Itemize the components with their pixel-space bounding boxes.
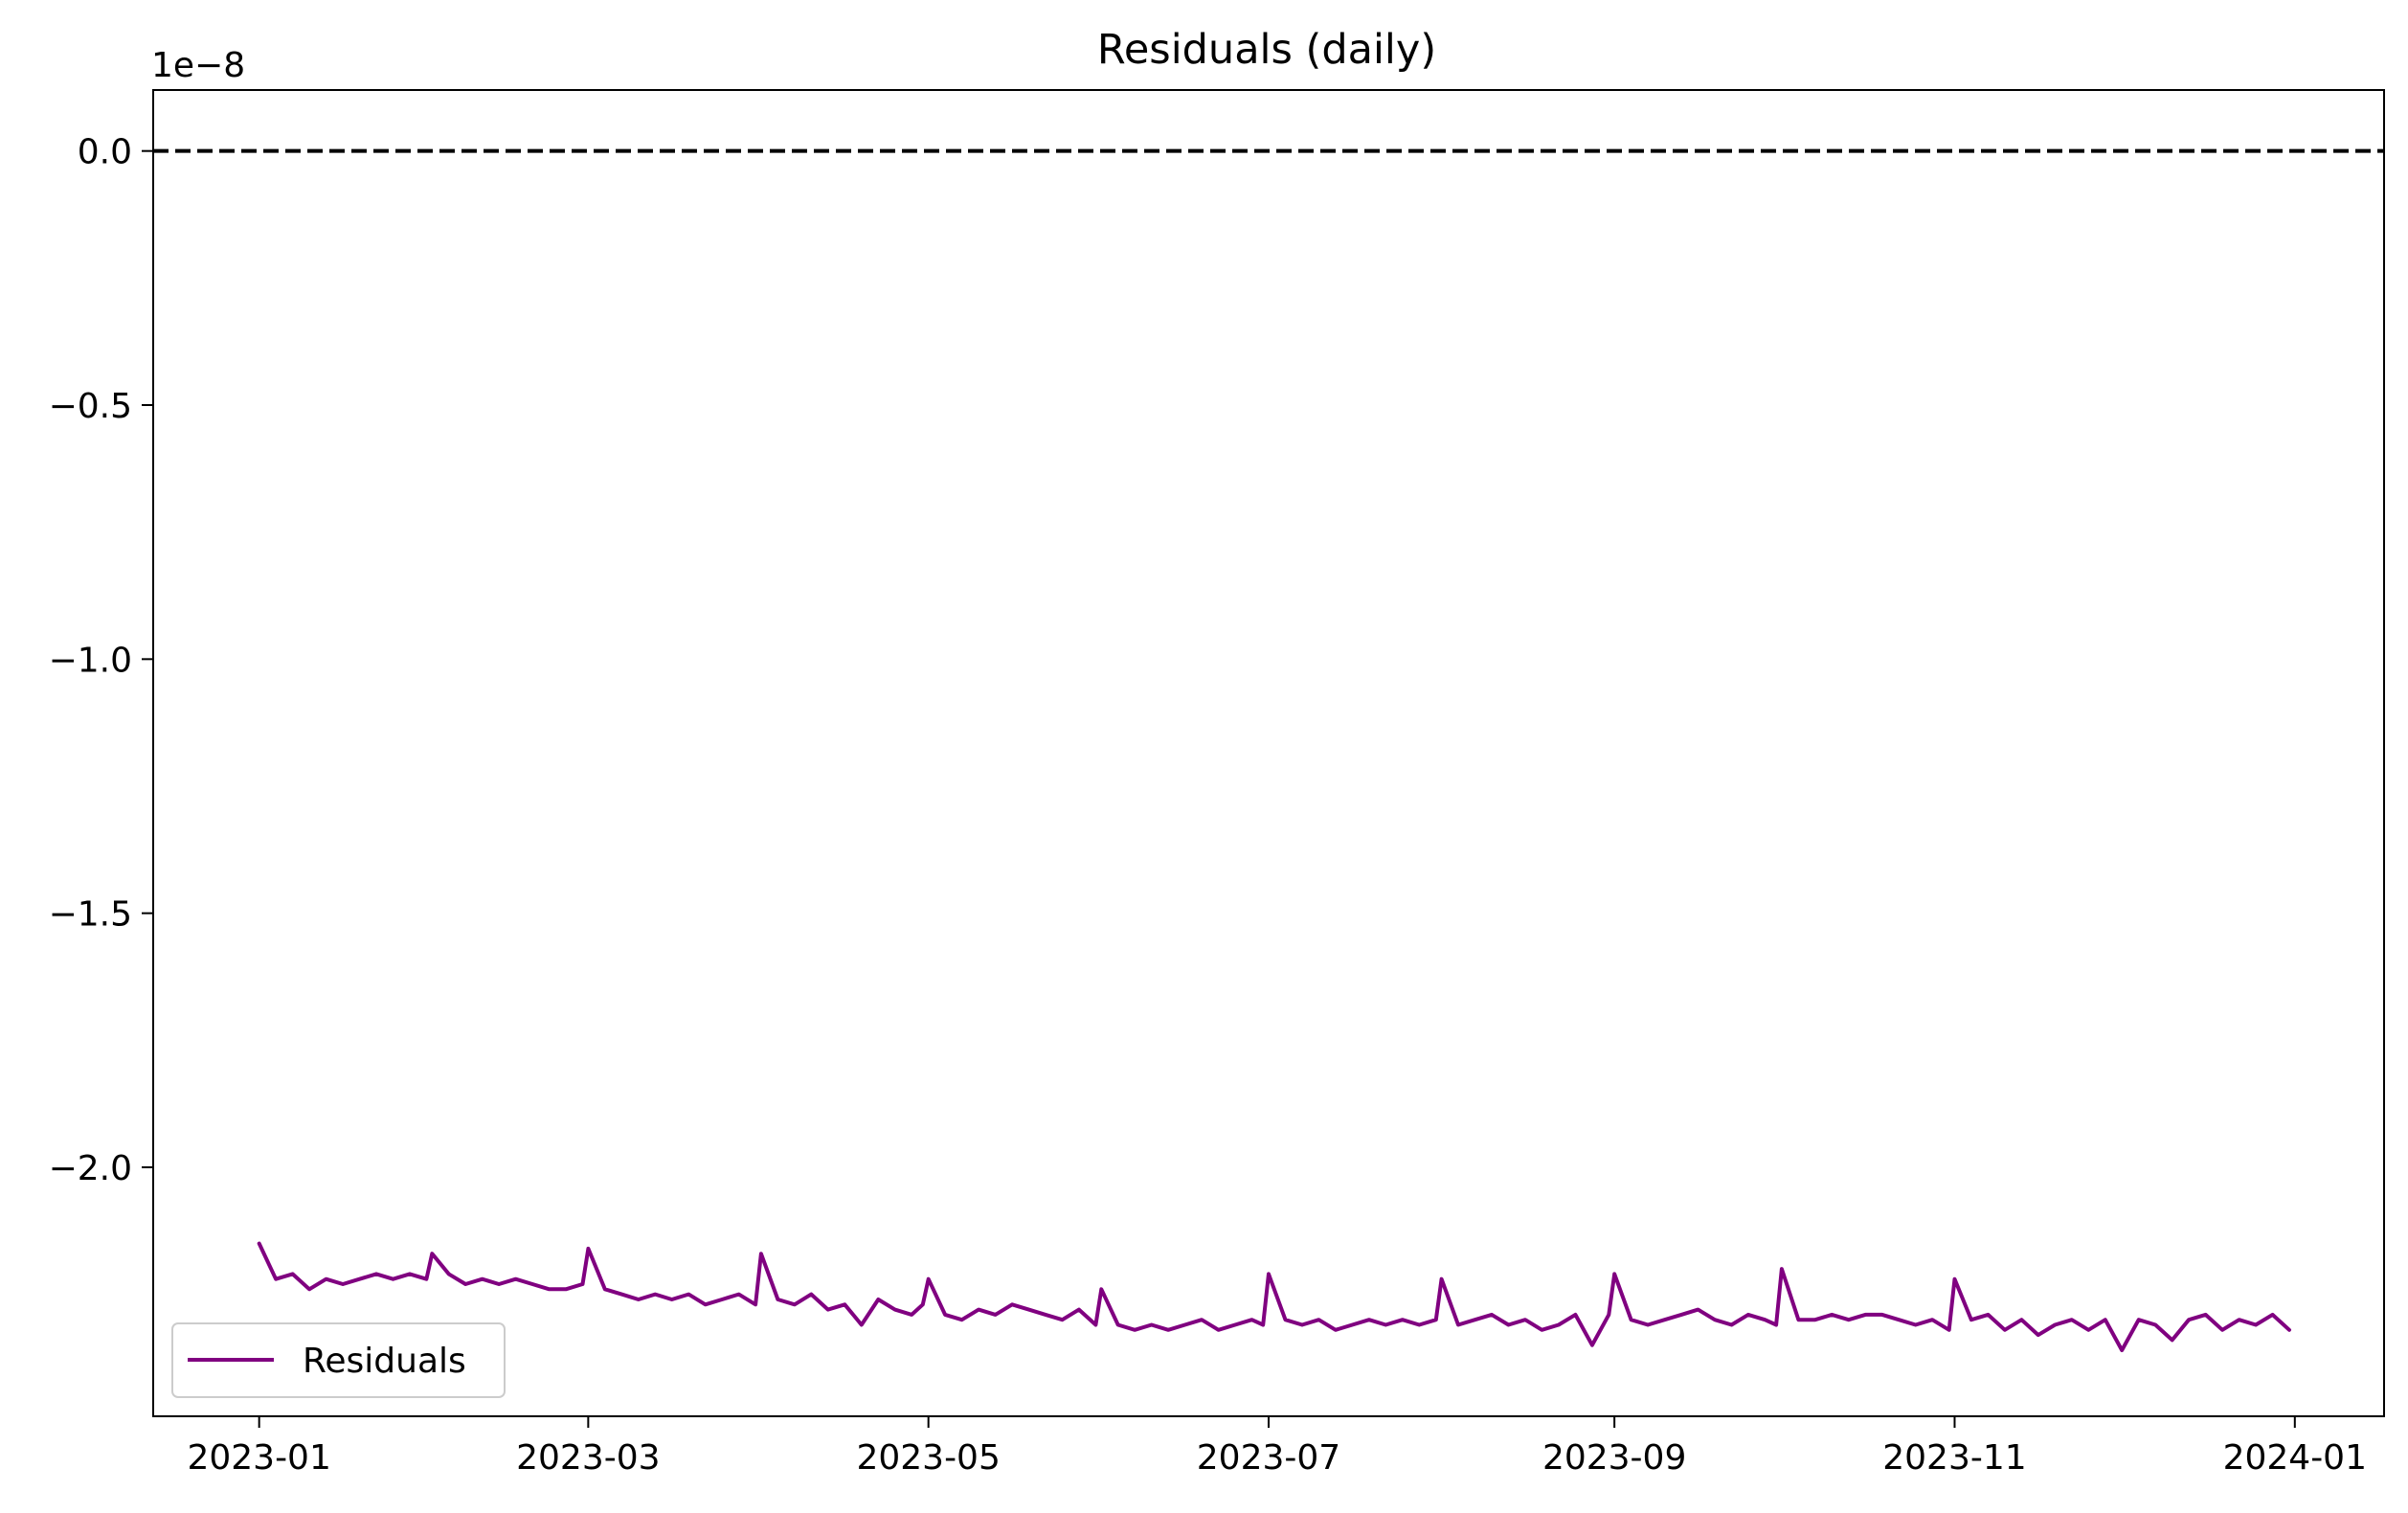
x-tick-label: 2023-03: [516, 1438, 660, 1478]
y-tick-label: −1.5: [49, 895, 132, 935]
plot-area: [153, 148, 2384, 1352]
legend: Residuals: [171, 1322, 506, 1398]
y-tick-label: −1.0: [49, 641, 132, 680]
x-tick-label: 2023-11: [1882, 1438, 2026, 1478]
x-tick-label: 2024-01: [2223, 1438, 2367, 1478]
legend-box: [171, 1322, 506, 1398]
y-tick-label: −2.0: [49, 1149, 132, 1188]
axes-frame: [152, 89, 2385, 1417]
y-tick-label: 0.0: [78, 133, 132, 172]
x-tick-label: 2023-01: [187, 1438, 330, 1478]
x-axis: 2023-01 2023-03 2023-05 2023-07 2023-09 2023-…: [187, 1416, 2367, 1478]
x-tick-label: 2023-05: [856, 1438, 1000, 1478]
x-tick-label: 2023-07: [1197, 1438, 1340, 1478]
legend-label-residuals: Residuals: [303, 1342, 466, 1381]
y-tick-label: −0.5: [49, 387, 132, 426]
chart-title: Residuals (daily): [1097, 26, 1436, 74]
x-tick-label: 2023-09: [1542, 1438, 1686, 1478]
series-line-residuals: [257, 1241, 2291, 1352]
y-offset-label: 1e−8: [151, 46, 245, 85]
y-axis: 0.0 −0.5 −1.0 −1.5 −2.0: [49, 133, 153, 1188]
